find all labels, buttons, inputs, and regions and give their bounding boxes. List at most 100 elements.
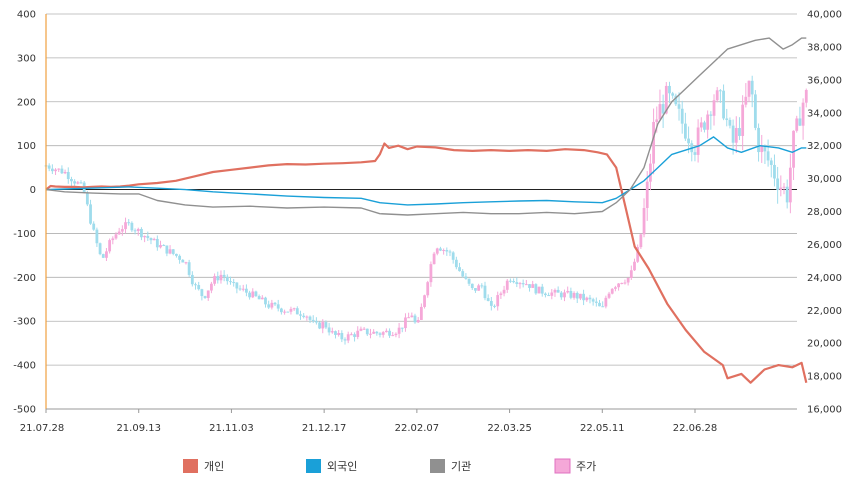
price-candle xyxy=(502,289,506,294)
price-candle xyxy=(159,245,162,248)
price-candle xyxy=(184,262,188,264)
x-tick-label: 21.12.17 xyxy=(302,423,347,434)
price-candle xyxy=(257,296,261,300)
price-candle xyxy=(575,292,579,299)
price-candle xyxy=(289,308,293,312)
price-candle xyxy=(219,274,223,281)
price-candle xyxy=(788,167,792,203)
price-candle xyxy=(302,315,306,318)
price-candle xyxy=(400,327,404,329)
price-candle xyxy=(426,282,430,296)
price-candle xyxy=(419,306,423,320)
price-candle xyxy=(187,262,191,275)
price-candle xyxy=(105,251,108,258)
price-candle xyxy=(563,292,566,298)
price-candle xyxy=(486,298,490,301)
price-candle xyxy=(98,243,102,255)
price-candle xyxy=(528,284,531,288)
price-candle xyxy=(556,289,560,293)
price-candle xyxy=(610,288,614,294)
legend-label: 개인 xyxy=(204,460,224,473)
price-candle xyxy=(741,104,745,136)
price-candle xyxy=(365,328,369,335)
price-candle xyxy=(391,335,395,337)
price-candle xyxy=(499,293,503,296)
flow-lines xyxy=(45,37,808,384)
price-candle xyxy=(607,293,611,298)
price-candle xyxy=(658,104,662,120)
y-right-tick-label: 24,000 xyxy=(807,273,842,284)
price-candle xyxy=(117,231,121,235)
x-tick-label: 21.11.03 xyxy=(209,423,254,434)
price-candle xyxy=(152,238,156,241)
legend[interactable]: 개인 외국인 기관 주가 xyxy=(183,458,596,474)
price-candle xyxy=(734,128,738,143)
price-candle xyxy=(461,271,465,277)
legend-item[interactable]: 주가 xyxy=(554,458,596,474)
price-candle xyxy=(73,181,77,184)
legend-item[interactable]: 개인 xyxy=(183,459,224,473)
y-left-tick-label: -400 xyxy=(13,361,36,372)
y-left-tick-label: -100 xyxy=(13,229,36,240)
x-tick-label: 22.06.28 xyxy=(673,423,718,434)
price-candle xyxy=(645,181,649,208)
price-candle xyxy=(795,118,799,131)
price-candle xyxy=(108,240,112,252)
price-candle xyxy=(620,282,624,284)
price-candle xyxy=(753,94,757,128)
price-candle xyxy=(200,289,204,297)
x-tick-label: 21.07.28 xyxy=(20,423,65,434)
price-candle xyxy=(604,297,608,307)
price-candle xyxy=(101,254,105,258)
price-candle xyxy=(286,311,290,313)
price-candle xyxy=(162,245,166,247)
price-candle xyxy=(168,249,172,254)
price-candle xyxy=(518,283,522,285)
price-candle xyxy=(531,284,535,288)
price-candle xyxy=(330,331,334,333)
price-candle xyxy=(594,301,598,303)
price-candle xyxy=(369,333,372,335)
price-candle xyxy=(715,90,719,101)
price-candle xyxy=(483,285,487,299)
price-candle xyxy=(649,163,652,182)
x-tick-label: 22.03.25 xyxy=(487,423,532,434)
price-candle xyxy=(155,238,159,248)
legend-item[interactable]: 기관 xyxy=(430,459,471,473)
price-candle xyxy=(693,152,697,155)
price-candle xyxy=(171,249,175,254)
y-right-tick-label: 18,000 xyxy=(807,372,842,383)
price-candle xyxy=(92,223,96,230)
price-candle xyxy=(792,130,795,168)
price-candle xyxy=(706,114,710,130)
x-tick-label: 21.09.13 xyxy=(116,423,161,434)
legend-label: 주가 xyxy=(576,460,596,473)
legend-item[interactable]: 외국인 xyxy=(306,459,357,473)
y-right-tick-label: 22,000 xyxy=(807,306,842,317)
price-candle xyxy=(489,300,493,306)
price-candle xyxy=(340,332,344,340)
price-candle xyxy=(712,100,716,116)
price-candle xyxy=(458,267,461,272)
price-candle xyxy=(442,250,446,252)
price-candle xyxy=(496,295,500,307)
price-candle xyxy=(785,186,789,203)
price-candle xyxy=(178,255,182,260)
price-candle xyxy=(251,291,255,298)
price-candle xyxy=(324,322,328,328)
price-candle xyxy=(276,304,280,309)
price-candle xyxy=(474,288,477,291)
price-candle xyxy=(381,332,385,335)
price-candle xyxy=(206,290,210,298)
price-candle xyxy=(572,292,576,298)
price-candle xyxy=(175,253,178,256)
y-right-tick-label: 32,000 xyxy=(807,141,842,152)
price-candle xyxy=(579,293,582,299)
price-candle xyxy=(633,261,636,271)
price-candle xyxy=(321,322,325,329)
price-candle xyxy=(804,89,808,103)
price-candle xyxy=(130,222,134,231)
price-candle xyxy=(127,222,131,224)
price-candle xyxy=(299,314,302,316)
